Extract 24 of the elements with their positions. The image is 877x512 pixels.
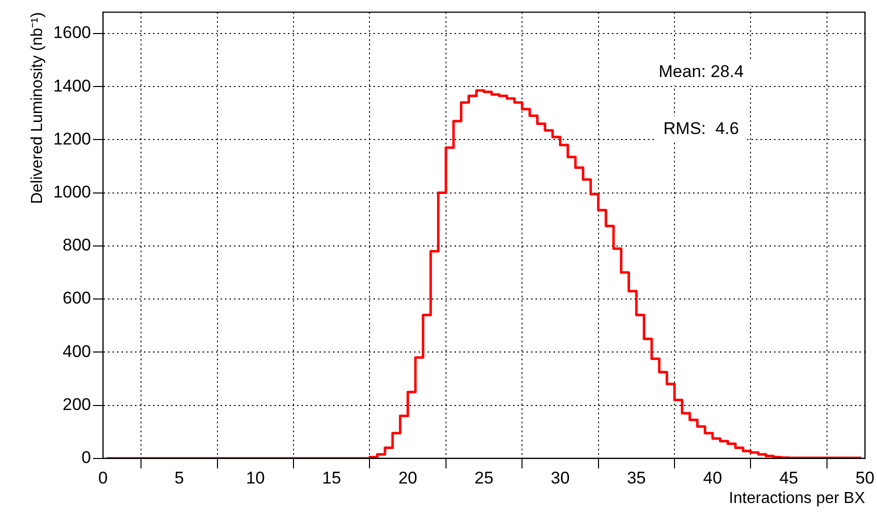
- x-tick-label: 15: [322, 468, 342, 488]
- y-tick-label: 1400: [53, 76, 92, 96]
- x-axis-title: Interactions per BX: [728, 490, 866, 507]
- x-tick-label: 25: [474, 468, 494, 488]
- x-tick-label: 0: [98, 468, 108, 488]
- y-tick-label: 600: [62, 288, 92, 308]
- y-axis-title: Delivered Luminosity (nb⁻¹): [29, 12, 46, 204]
- y-tick-label: 1600: [53, 23, 92, 42]
- x-tick-label: 20: [398, 468, 418, 488]
- y-tick-label: 200: [62, 394, 92, 414]
- annotation: RMS: 4.6: [663, 118, 739, 138]
- x-tick-label: 40: [703, 468, 722, 488]
- y-tick-label: 800: [62, 236, 92, 255]
- x-tick-label: 35: [626, 468, 646, 488]
- y-tick-label: 0: [82, 448, 92, 468]
- y-tick-label: 1200: [53, 129, 92, 148]
- y-tick-label: 1000: [53, 182, 92, 202]
- x-tick-label: 5: [174, 468, 184, 488]
- annotation: Mean: 28.4: [658, 62, 744, 81]
- x-tick-label: 30: [550, 468, 570, 488]
- x-tick-label: 45: [779, 468, 798, 488]
- y-tick-label: 400: [62, 342, 92, 361]
- x-tick-label: 10: [246, 468, 265, 488]
- x-tick-label: 50: [856, 468, 874, 488]
